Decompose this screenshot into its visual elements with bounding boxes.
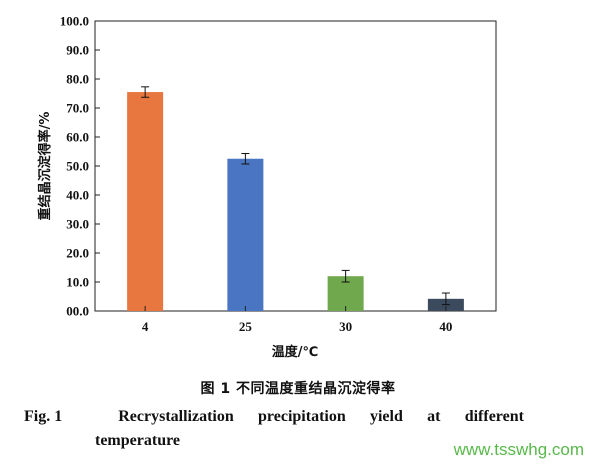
y-tick-label: 20.0 [66,246,89,261]
y-tick-label: 70.0 [66,101,89,116]
x-axis-ticks: 4 25 30 40 [142,306,452,334]
caption-word: different [464,408,524,425]
y-tick-label: 90.0 [66,43,89,58]
figure-caption-english: Fig. 1 Recrystallization precipitation y… [24,408,524,450]
bar [227,158,264,311]
y-tick-label: 60.0 [66,130,89,145]
caption-word: at [427,408,441,425]
y-tick-label: 40.0 [66,188,89,203]
x-axis-title: 温度/℃ [272,344,319,360]
caption-word: Recrystallization [118,408,234,425]
y-axis-title: 重结晶沉淀得率/% [37,112,53,221]
y-tick-label: 80.0 [66,72,89,87]
x-tick-label: 30 [339,319,352,334]
x-tick-label: 40 [439,319,452,334]
y-tick-label: 10.0 [66,275,89,290]
caption-word: yield [369,408,403,425]
bars [127,86,464,311]
y-tick-label: 00.0 [66,304,89,319]
y-axis-ticks: 00.0 10.0 20.0 30.0 40.0 50.0 60.0 70.0 80.0 90.0… [60,14,100,319]
bar-chart: 00.0 10.0 20.0 30.0 40.0 50.0 60.0 70.0 80.0 90.0… [37,14,497,360]
y-tick-label: 50.0 [66,159,89,174]
figure-number: Fig. 1 [24,408,63,425]
y-tick-label: 100.0 [60,14,89,29]
site-watermark: www.tsswhg.com [453,440,584,459]
x-tick-label: 25 [239,319,253,334]
caption-word: precipitation [258,408,346,425]
caption-line-1: Fig. 1 Recrystallization precipitation y… [24,408,524,426]
y-tick-label: 30.0 [66,217,89,232]
caption-line-2: temperature [95,432,180,449]
figure-caption-chinese: 图 1 不同温度重结晶沉淀得率 [200,381,396,397]
bar [127,92,164,311]
x-tick-label: 4 [142,319,149,334]
